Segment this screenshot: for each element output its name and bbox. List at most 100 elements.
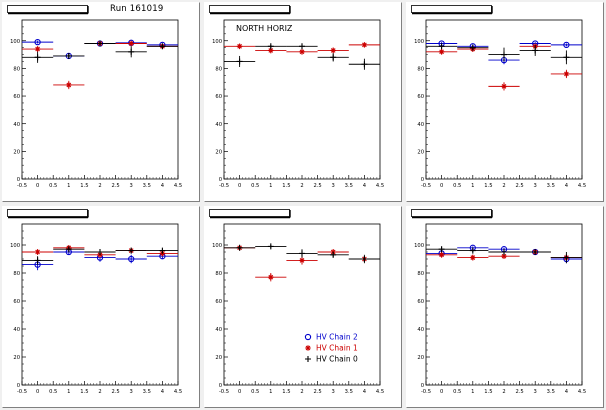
marker-cross — [469, 247, 476, 254]
marker-cross — [97, 249, 103, 255]
marker-star — [299, 49, 305, 55]
x-tick-label: 1.5 — [484, 183, 492, 189]
y-tick-label: 60 — [13, 94, 20, 100]
data-point — [22, 51, 54, 63]
title-box — [7, 5, 88, 13]
plot-pad: 0 20 40 60 80 100 -0.5 0 0.5 1 1.5 2 2.5 3 3.5 4 4.5 NORT… — [204, 2, 402, 202]
data-point — [348, 42, 380, 48]
data-point — [115, 40, 147, 47]
y-tick-label: 40 — [215, 122, 222, 128]
y-tick-label: 80 — [13, 271, 20, 277]
marker-cross — [236, 58, 243, 65]
legend-label: HV Chain 1 — [316, 344, 358, 353]
marker-star — [470, 254, 476, 261]
x-tick-label: 1 — [269, 183, 272, 189]
y-tick-label: 0 — [219, 177, 222, 183]
x-tick-label: 2 — [300, 183, 303, 189]
marker-circle — [34, 38, 41, 46]
y-tick-label: 100 — [414, 243, 424, 249]
marker-cross — [267, 43, 274, 50]
x-tick-label: 4.5 — [376, 183, 384, 189]
marker-cross — [361, 256, 368, 262]
marker-cross — [563, 254, 570, 261]
y-tick-label: 20 — [13, 150, 20, 156]
x-tick-label: -0.5 — [17, 183, 27, 189]
marker-cross — [563, 54, 570, 61]
data-point — [286, 43, 318, 50]
marker-circle — [128, 255, 135, 263]
marker-cross — [236, 244, 243, 251]
marker-circle — [563, 41, 570, 49]
x-tick-label: 0 — [36, 389, 39, 395]
data-point — [84, 40, 116, 47]
data-point — [53, 80, 85, 90]
x-tick-label: 2.5 — [111, 389, 119, 395]
x-tick-label: 1.5 — [80, 389, 88, 395]
title-box — [209, 209, 290, 217]
marker-cross — [65, 52, 72, 59]
plot-pad: 0 20 40 60 80 100 -0.5 0 0.5 1 1.5 2 2.5 3 3.5 4 4.5 — [406, 2, 604, 202]
data-point — [550, 252, 582, 264]
x-tick-label: 1.5 — [282, 183, 290, 189]
y-tick-label: 80 — [417, 271, 424, 277]
y-tick-label: 80 — [13, 67, 20, 73]
x-tick-label: 1 — [471, 389, 474, 395]
x-tick-label: 3 — [332, 183, 335, 189]
x-tick-label: 2 — [98, 183, 101, 189]
title-box — [411, 209, 492, 217]
series-group — [426, 43, 582, 65]
panel-annotation: NORTH HORIZ — [236, 24, 293, 33]
y-tick-label: 20 — [13, 355, 20, 361]
x-tick-label: 0.5 — [453, 389, 461, 395]
marker-star — [330, 47, 336, 54]
x-tick-label: 2 — [502, 183, 505, 189]
marker-cross — [330, 251, 337, 258]
data-point — [84, 249, 116, 255]
y-tick-label: 60 — [215, 299, 222, 305]
marker-cross — [159, 247, 166, 254]
x-tick-label: 4 — [161, 389, 165, 395]
x-tick-label: 4 — [363, 389, 367, 395]
y-tick-label: 0 — [17, 177, 20, 183]
title-box — [7, 209, 88, 217]
x-tick-label: 1.5 — [484, 389, 492, 395]
x-tick-label: -0.5 — [219, 183, 229, 189]
x-tick-label: 2.5 — [515, 183, 523, 189]
data-point — [286, 256, 318, 265]
marker-cross — [469, 44, 476, 51]
x-tick-label: 3 — [130, 389, 133, 395]
data-point — [255, 243, 287, 250]
y-tick-label: 60 — [417, 94, 424, 100]
marker-cross — [532, 47, 539, 54]
legend-label: HV Chain 0 — [316, 355, 358, 364]
data-point — [317, 53, 349, 62]
data-point — [224, 55, 256, 68]
title-box — [209, 5, 290, 13]
y-tick-label: 60 — [13, 299, 20, 305]
x-tick-label: 4 — [363, 183, 367, 189]
marker-cross — [330, 54, 337, 61]
x-tick-label: -0.5 — [219, 389, 229, 395]
y-tick-label: 100 — [212, 243, 222, 249]
marker-star — [438, 252, 445, 258]
y-tick-label: 80 — [215, 271, 222, 277]
x-tick-label: 4 — [161, 183, 165, 189]
x-tick-label: 4.5 — [578, 183, 586, 189]
x-tick-label: 4 — [565, 183, 569, 189]
x-tick-label: 0 — [440, 183, 443, 189]
plot-pad: 0 20 40 60 80 100 -0.5 0 0.5 1 1.5 2 2.5 3 3.5 4 4.5 — [2, 206, 200, 408]
marker-cross — [128, 247, 135, 254]
x-tick-label: 3.5 — [143, 389, 151, 395]
x-tick-label: 2.5 — [515, 389, 523, 395]
x-tick-label: 1 — [67, 389, 70, 395]
data-point — [22, 46, 54, 52]
y-tick-label: 80 — [215, 67, 222, 73]
y-tick-label: 40 — [417, 327, 424, 333]
marker-circle — [304, 333, 312, 341]
x-tick-label: 2 — [300, 389, 303, 395]
data-point — [317, 251, 349, 258]
